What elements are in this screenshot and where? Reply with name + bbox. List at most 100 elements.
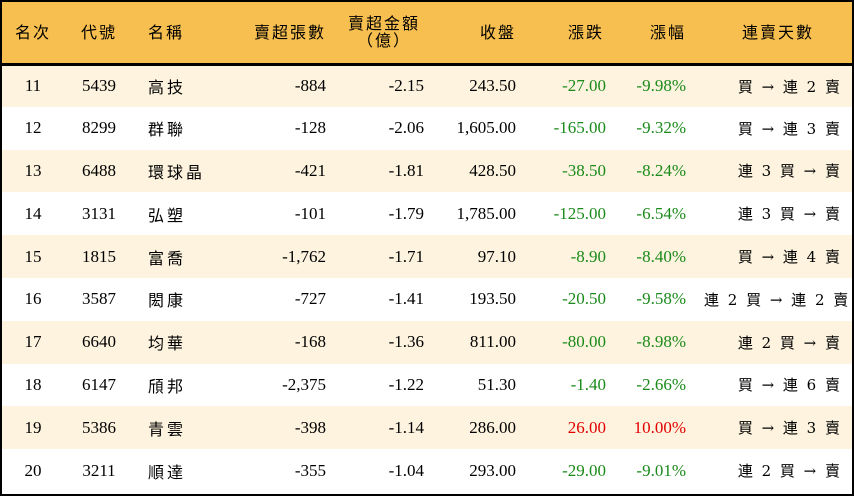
rank-cell: 11 [24,76,42,96]
net-sell-amount-cell: -1.04 [388,460,424,480]
table-header-row: 名次 代號 名稱 賣超張數 賣超金額 （億） 收盤 漲跌 漲幅 連賣天數 [2,2,852,64]
header-close: 收盤 [479,22,516,42]
streak-cell: 買 → 連 6 賣 [737,376,842,395]
net-sell-lots-cell: -101 [294,203,326,223]
table-row: 13 6488 環球晶 -421 -1.81 428.50 -38.50 -8.… [2,149,852,193]
header-streak: 連賣天數 [741,22,814,42]
change-cell: -29.00 [562,460,606,480]
change-cell: -8.90 [570,246,606,266]
close-cell: 51.30 [477,374,516,394]
net-sell-lots-cell: -128 [294,118,326,138]
close-cell: 193.50 [469,289,516,309]
close-cell: 428.50 [469,160,516,180]
header-net-sell-amount-line1: 賣超金額 [347,14,420,34]
change-pct-cell: -2.66% [636,374,686,394]
code-cell: 6640 [82,332,116,352]
name-cell: 均華 [148,334,187,354]
net-sell-amount-cell: -2.15 [388,76,424,96]
code-cell: 3131 [82,203,116,223]
close-cell: 293.00 [469,460,516,480]
net-sell-amount-cell: -1.36 [388,332,424,352]
table-row: 19 5386 青雲 -398 -1.14 286.00 26.00 10.00… [2,406,852,450]
header-change: 漲跌 [567,22,604,42]
streak-cell: 買 → 連 3 賣 [737,419,842,438]
rank-cell: 19 [24,417,42,437]
change-cell: -27.00 [562,76,606,96]
code-cell: 3211 [82,460,116,480]
name-cell: 弘塑 [148,205,187,225]
change-cell: -80.00 [562,332,606,352]
streak-cell: 買 → 連 2 賣 [737,77,842,96]
header-change-pct: 漲幅 [649,22,686,42]
header-name: 名稱 [148,22,185,42]
close-cell: 243.50 [469,76,516,96]
change-pct-cell: 10.00% [633,417,686,437]
net-sell-amount-cell: -2.06 [388,118,424,138]
table-row: 14 3131 弘塑 -101 -1.79 1,785.00 -125.00 -… [2,192,852,236]
code-cell: 8299 [82,118,116,138]
name-cell: 閎康 [148,291,187,311]
rank-cell: 20 [24,460,42,480]
name-cell: 群聯 [148,120,187,140]
header-net-sell-amount-line2: （億） [356,31,411,51]
change-pct-cell: -8.98% [636,332,686,352]
close-cell: 1,785.00 [456,203,517,223]
net-sell-lots-cell: -1,762 [282,246,326,266]
net-sell-lots-cell: -884 [294,76,326,96]
change-pct-cell: -9.58% [636,289,686,309]
net-sell-amount-cell: -1.22 [388,374,424,394]
header-code: 代號 [80,22,117,42]
close-cell: 97.10 [477,246,516,266]
code-cell: 3587 [82,289,116,309]
table-row: 12 8299 群聯 -128 -2.06 1,605.00 -165.00 -… [2,106,852,150]
table-row: 17 6640 均華 -168 -1.36 811.00 -80.00 -8.9… [2,320,852,364]
header-rank: 名次 [14,22,51,42]
change-cell: -125.00 [553,203,606,223]
name-cell: 青雲 [148,419,187,439]
net-sell-lots-cell: -398 [294,417,326,437]
table-row: 11 5439 高技 -884 -2.15 243.50 -27.00 -9.9… [2,64,852,107]
change-cell: 26.00 [567,417,606,437]
table-row: 18 6147 頎邦 -2,375 -1.22 51.30 -1.40 -2.6… [2,363,852,407]
change-pct-cell: -9.98% [636,76,686,96]
net-sell-lots-cell: -168 [294,332,326,352]
change-pct-cell: -9.01% [636,460,686,480]
table-row: 15 1815 富喬 -1,762 -1.71 97.10 -8.90 -8.4… [2,235,852,278]
streak-cell: 連 2 買 → 連 2 賣 [704,290,851,309]
net-sell-amount-cell: -1.14 [388,417,424,437]
change-cell: -1.40 [570,374,606,394]
net-sell-amount-cell: -1.41 [388,289,424,309]
name-cell: 高技 [148,78,187,98]
streak-cell: 買 → 連 3 賣 [737,119,842,138]
change-pct-cell: -8.24% [636,160,686,180]
change-cell: -20.50 [562,289,606,309]
change-cell: -38.50 [562,160,606,180]
net-sell-amount-cell: -1.71 [388,246,424,266]
streak-cell: 買 → 連 4 賣 [737,248,842,267]
table-row: 20 3211 順達 -355 -1.04 293.00 -29.00 -9.0… [2,449,852,492]
net-sell-lots-cell: -421 [294,160,326,180]
change-pct-cell: -9.32% [636,118,686,138]
close-cell: 811.00 [469,332,516,352]
code-cell: 5439 [82,76,116,96]
rank-cell: 14 [24,203,42,223]
rank-cell: 18 [24,374,42,394]
table-row: 16 3587 閎康 -727 -1.41 193.50 -20.50 -9.5… [2,277,852,321]
net-sell-lots-cell: -727 [294,289,326,309]
streak-cell: 連 2 買 → 賣 [737,462,842,481]
rank-cell: 13 [24,160,42,180]
header-net-sell-lots: 賣超張數 [253,22,326,42]
code-cell: 6147 [82,374,116,394]
header-net-sell-amount: 賣超金額 （億） [334,2,434,64]
net-sell-amount-cell: -1.81 [388,160,424,180]
change-pct-cell: -6.54% [636,203,686,223]
name-cell: 環球晶 [148,162,206,182]
streak-cell: 連 3 買 → 賣 [737,205,842,224]
name-cell: 順達 [148,462,187,482]
rank-cell: 15 [24,246,42,266]
net-sell-lots-cell: -2,375 [282,374,326,394]
close-cell: 1,605.00 [456,118,517,138]
name-cell: 頎邦 [148,376,187,396]
